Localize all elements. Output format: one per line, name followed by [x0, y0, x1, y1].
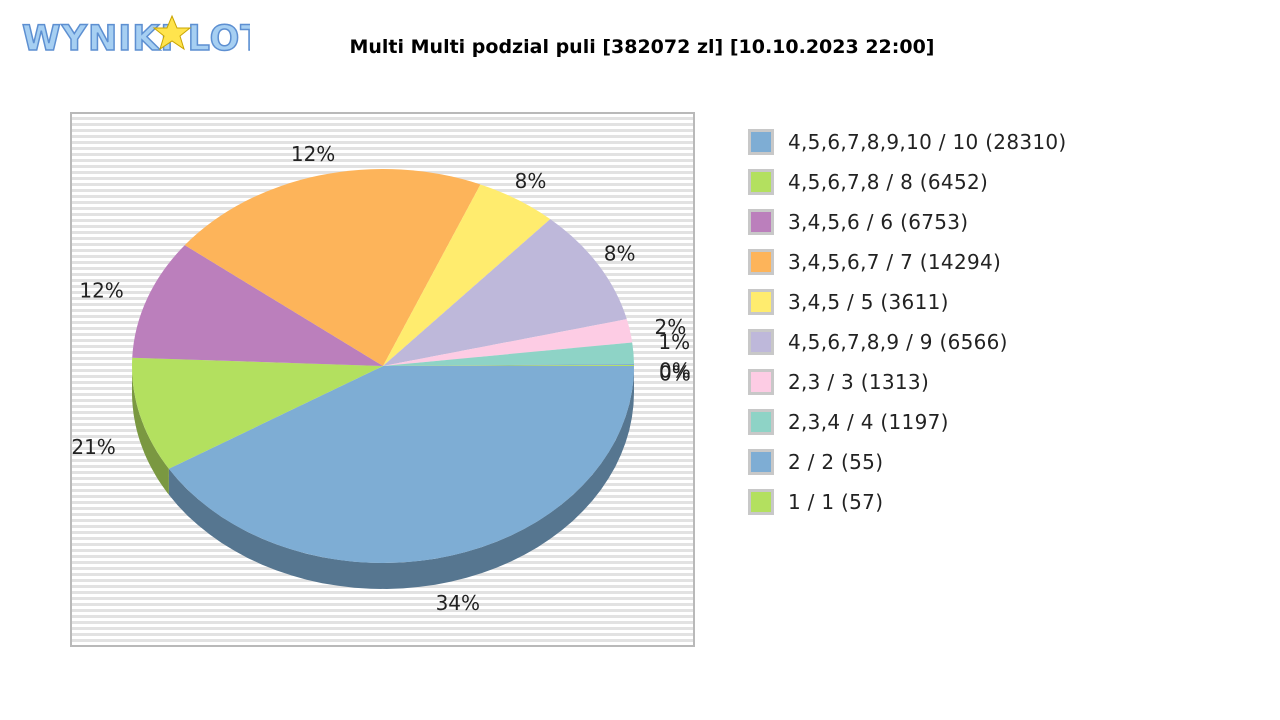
legend-swatch — [748, 449, 774, 475]
legend-item: 4,5,6,7,8,9,10 / 10 (28310) — [748, 122, 1067, 162]
legend-swatch — [748, 249, 774, 275]
legend-swatch — [748, 289, 774, 315]
pie-percent-label-8: 0% — [659, 358, 691, 382]
legend-swatch — [748, 489, 774, 515]
pie-slice-7 — [383, 342, 634, 366]
legend-label: 3,4,5 / 5 (3611) — [788, 290, 949, 314]
pie-slice-6 — [383, 319, 633, 366]
pie-percent-label-1: 21% — [71, 435, 115, 459]
legend: 4,5,6,7,8,9,10 / 10 (28310) 4,5,6,7,8 / 8… — [748, 122, 1067, 522]
legend-swatch — [748, 369, 774, 395]
legend-item: 3,4,5,6,7 / 7 (14294) — [748, 242, 1067, 282]
legend-label: 4,5,6,7,8 / 8 (6452) — [788, 170, 989, 194]
pie-percent-label-9: 0% — [659, 361, 691, 385]
pie-slice-5 — [383, 219, 627, 366]
pie-percent-label-3: 12% — [291, 142, 335, 166]
legend-label: 2 / 2 (55) — [788, 450, 884, 474]
legend-swatch — [748, 409, 774, 435]
legend-swatch — [748, 129, 774, 155]
legend-item: 4,5,6,7,8 / 8 (6452) — [748, 162, 1067, 202]
legend-item: 3,4,5,6 / 6 (6753) — [748, 202, 1067, 242]
legend-label: 2,3,4 / 4 (1197) — [788, 410, 949, 434]
legend-item: 2 / 2 (55) — [748, 442, 1067, 482]
pie-slice-4 — [383, 184, 551, 366]
pie-percent-label-7: 1% — [658, 330, 690, 354]
pie-percent-label-5: 8% — [604, 241, 636, 265]
legend-item: 2,3,4 / 4 (1197) — [748, 402, 1067, 442]
legend-swatch — [748, 329, 774, 355]
pie-slice-side-0 — [168, 366, 634, 589]
pie-slice-1 — [131, 357, 383, 469]
legend-item: 2,3 / 3 (1313) — [748, 362, 1067, 402]
pie-percent-label-0: 34% — [436, 591, 480, 615]
legend-label: 4,5,6,7,8,9,10 / 10 (28310) — [788, 130, 1067, 154]
legend-item: 4,5,6,7,8,9 / 9 (6566) — [748, 322, 1067, 362]
chart-title: Multi Multi podzial puli [382072 zl] [10… — [349, 36, 935, 58]
legend-label: 3,4,5,6,7 / 7 (14294) — [788, 250, 1002, 274]
pie-percent-label-4: 8% — [515, 169, 547, 193]
pie-percent-label-2: 12% — [79, 279, 123, 303]
pie-slice-9 — [383, 364, 635, 366]
pie-slice-3 — [184, 169, 481, 366]
legend-label: 3,4,5,6 / 6 (6753) — [788, 210, 969, 234]
pie-slice-8 — [383, 363, 634, 366]
pie-percent-label-6: 2% — [655, 315, 687, 339]
legend-label: 1 / 1 (57) — [788, 490, 884, 514]
pie-slice-side-1 — [132, 366, 169, 495]
legend-label: 4,5,6,7,8,9 / 9 (6566) — [788, 330, 1008, 354]
legend-swatch — [748, 169, 774, 195]
legend-label: 2,3 / 3 (1313) — [788, 370, 930, 394]
star-icon — [152, 14, 192, 51]
legend-swatch — [748, 209, 774, 235]
pie-slice-0 — [168, 366, 634, 563]
pie-slice-2 — [132, 245, 383, 366]
legend-item: 1 / 1 (57) — [748, 482, 1067, 522]
legend-item: 3,4,5 / 5 (3611) — [748, 282, 1067, 322]
